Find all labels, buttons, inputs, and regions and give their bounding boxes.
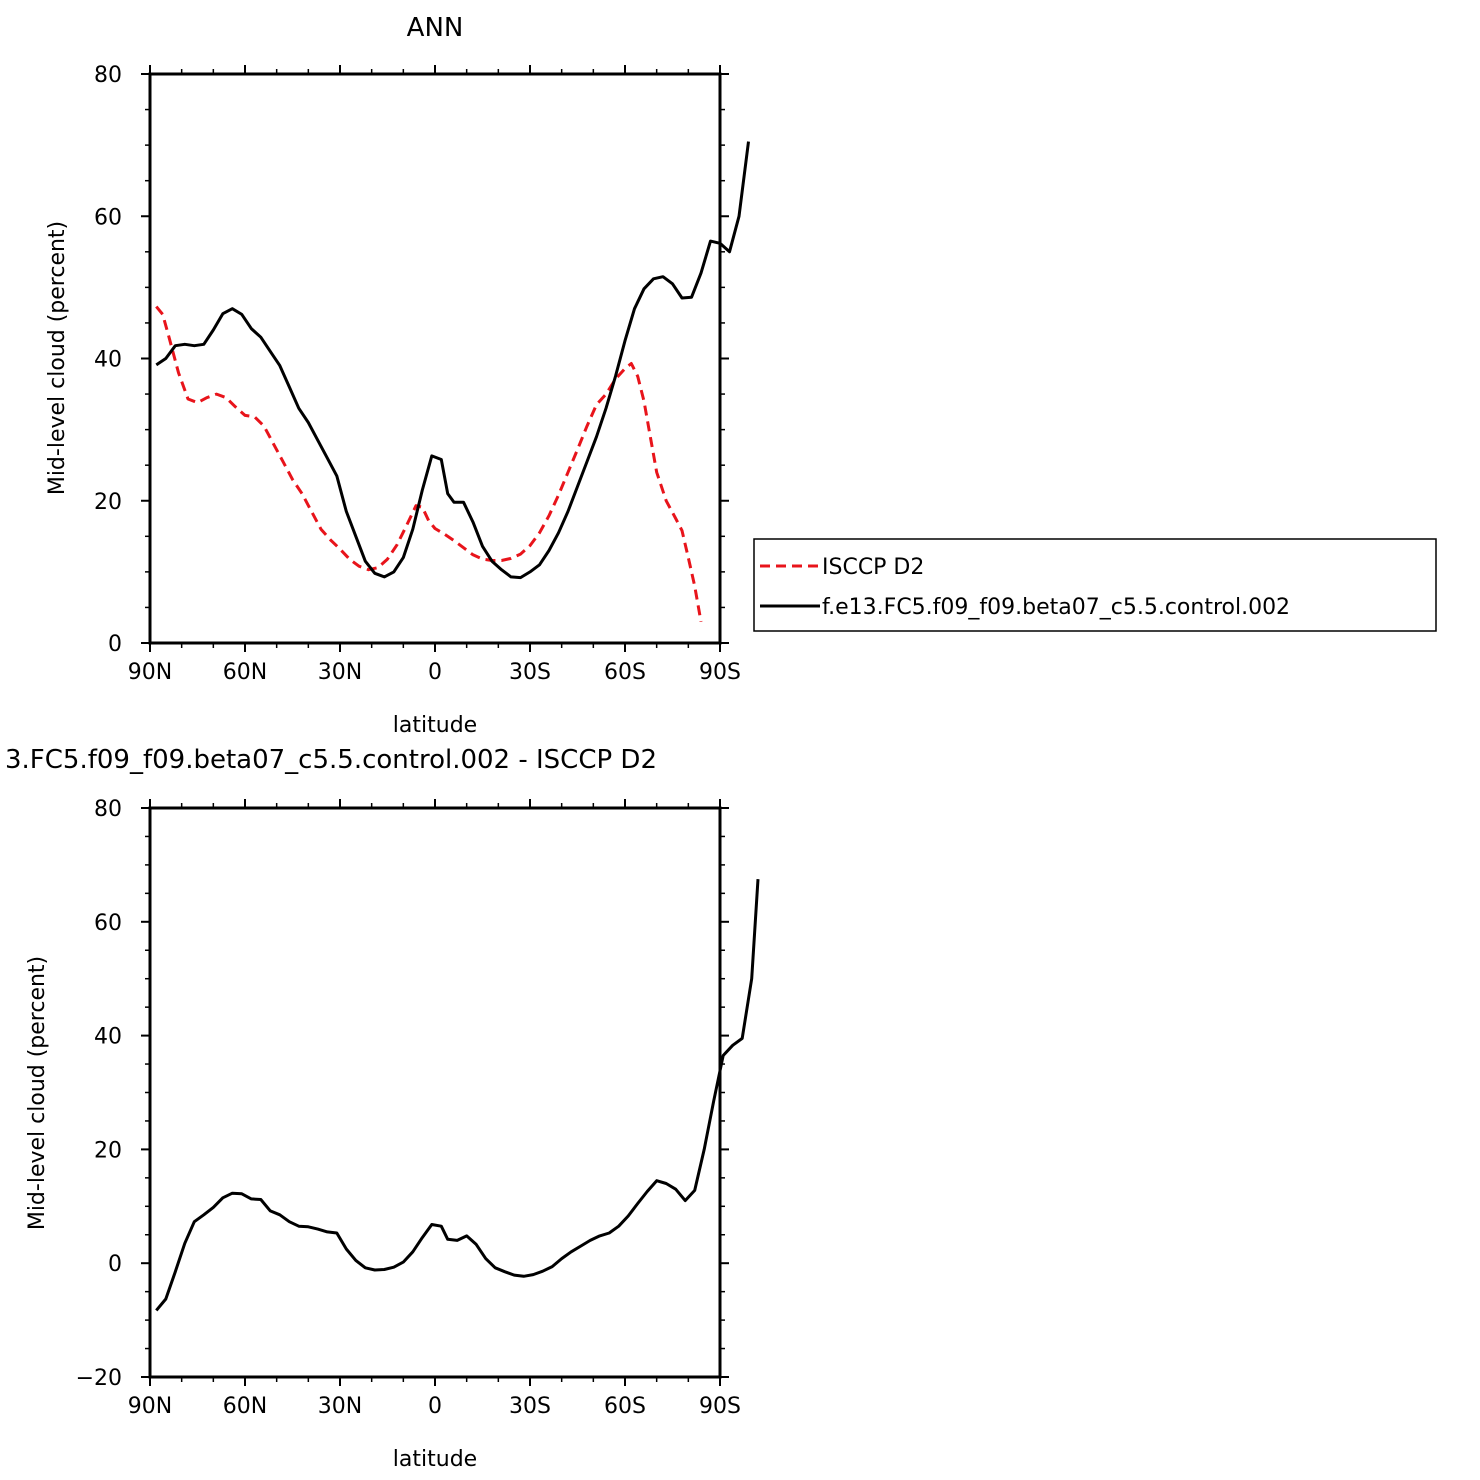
x-tick-label: 60N	[223, 1394, 267, 1419]
x-axis-label: latitude	[393, 713, 477, 738]
x-tick-label: 60N	[223, 660, 267, 685]
series-line-model	[155, 141, 750, 580]
chart-title: 3.FC5.f09_f09.beta07_c5.5.control.002 - …	[5, 745, 657, 775]
x-tick-label: 90S	[699, 660, 741, 685]
x-tick-label: 30S	[509, 660, 551, 685]
panel-top-chart: ANN Mid-level cloud (percent) latitude 9…	[45, 13, 750, 738]
legend-label-isccp: ISCCP D2	[822, 555, 924, 580]
x-tick-label: 90S	[699, 1394, 741, 1419]
legend-label-model: f.e13.FC5.f09_f09.beta07_c5.5.control.00…	[822, 595, 1290, 620]
x-tick-label: 60S	[604, 1394, 646, 1419]
x-axis-label: latitude	[393, 1447, 477, 1472]
y-tick-label: 0	[108, 1252, 122, 1277]
y-tick-label: 60	[94, 205, 122, 230]
x-tick-label: 90N	[128, 660, 172, 685]
y-tick-label: 20	[94, 1138, 122, 1163]
y-axis-label: Mid-level cloud (percent)	[25, 956, 50, 1230]
chart-title: ANN	[407, 13, 464, 43]
tick-labels: 90N 60N 30N 0 30S 60S 90S 0 20 40 60 80	[94, 63, 741, 685]
x-tick-label: 0	[428, 1394, 442, 1419]
series	[155, 141, 750, 622]
y-tick-label: −20	[76, 1366, 122, 1391]
x-tick-label: 30S	[509, 1394, 551, 1419]
y-axis-label: Mid-level cloud (percent)	[45, 221, 70, 495]
panel-difference-chart: 3.FC5.f09_f09.beta07_c5.5.control.002 - …	[5, 745, 760, 1472]
x-tick-label: 30N	[318, 1394, 362, 1419]
tick-labels: 90N 60N 30N 0 30S 60S 90S −20 0 20 40 60 80	[76, 797, 741, 1419]
y-tick-label: 40	[94, 1025, 122, 1050]
plot-frame	[148, 806, 722, 1379]
y-tick-label: 60	[94, 911, 122, 936]
x-tick-label: 60S	[604, 660, 646, 685]
y-tick-label: 80	[94, 797, 122, 822]
y-tick-label: 80	[94, 63, 122, 88]
ticks	[141, 799, 729, 1386]
y-tick-label: 40	[94, 348, 122, 373]
y-tick-label: 0	[108, 632, 122, 657]
plot-frame	[148, 72, 722, 645]
series-line-model	[155, 879, 760, 1312]
y-tick-label: 20	[94, 490, 122, 515]
x-tick-label: 0	[428, 660, 442, 685]
legend-box	[753, 538, 1437, 632]
series-line-isccp	[155, 305, 703, 622]
x-tick-label: 90N	[128, 1394, 172, 1419]
x-tick-label: 30N	[318, 660, 362, 685]
ticks	[141, 65, 729, 652]
series	[155, 879, 760, 1312]
legend: ISCCP D2 f.e13.FC5.f09_f09.beta07_c5.5.c…	[753, 538, 1437, 632]
